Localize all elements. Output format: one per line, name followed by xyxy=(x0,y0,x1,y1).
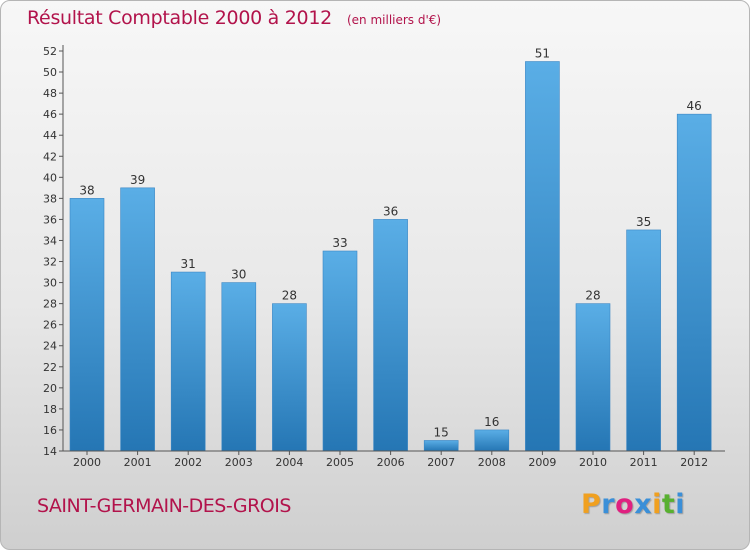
chart-title: Résultat Comptable 2000 à 2012 xyxy=(27,7,332,29)
x-tick-label-2009: 2009 xyxy=(528,456,556,469)
bar-2007 xyxy=(423,440,459,452)
y-tick-label-20: 20 xyxy=(43,382,57,395)
y-tick-label-50: 50 xyxy=(43,66,57,79)
y-tick-label-38: 38 xyxy=(43,192,57,205)
data-label-2011: 35 xyxy=(636,215,651,229)
bars-layer: 38 39 31 30 28 33 36 15 16 51 28 35 46 xyxy=(69,47,712,452)
data-label-2001: 39 xyxy=(130,173,145,187)
y-tick-label-44: 44 xyxy=(43,129,57,142)
y-tick-label-22: 22 xyxy=(43,361,57,374)
x-tick-label-2011: 2011 xyxy=(630,456,658,469)
x-tick-label-2012: 2012 xyxy=(680,456,708,469)
logo-letter: r xyxy=(601,489,616,520)
x-tick-label-2001: 2001 xyxy=(124,456,152,469)
data-label-2007: 15 xyxy=(434,425,449,439)
bar-2002 xyxy=(170,271,206,452)
y-tick-label-26: 26 xyxy=(43,319,57,332)
y-tick-label-36: 36 xyxy=(43,213,57,226)
x-tick-label-2000: 2000 xyxy=(73,456,101,469)
data-label-2010: 28 xyxy=(585,289,600,303)
bar-2010 xyxy=(575,303,611,452)
bar-2003 xyxy=(221,282,257,452)
y-tick-label-40: 40 xyxy=(43,171,57,184)
data-label-2002: 31 xyxy=(181,257,196,271)
bar-2008 xyxy=(474,429,510,452)
y-tick-label-34: 34 xyxy=(43,234,57,247)
data-label-2012: 46 xyxy=(687,99,702,113)
data-label-2008: 16 xyxy=(484,415,499,429)
x-tick-label-2010: 2010 xyxy=(579,456,607,469)
data-label-2009: 51 xyxy=(535,47,550,61)
bar-2001 xyxy=(120,187,155,452)
x-tick-label-2005: 2005 xyxy=(326,456,354,469)
logo-letter: x xyxy=(634,489,653,520)
y-tick-label-14: 14 xyxy=(43,445,57,458)
logo-letter: i xyxy=(652,489,662,520)
logo-letter: P xyxy=(581,489,602,520)
bar-2012 xyxy=(676,113,712,452)
y-tick-label-52: 52 xyxy=(43,45,57,58)
x-tick-label-2006: 2006 xyxy=(377,456,405,469)
data-label-2005: 33 xyxy=(332,236,347,250)
bar-2011 xyxy=(626,229,661,452)
y-tick-label-46: 46 xyxy=(43,108,57,121)
y-tick-label-28: 28 xyxy=(43,298,57,311)
axis-layer: 2000 2001 2002 2003 2004 2005 2006 2007 2008 2009… xyxy=(43,45,725,469)
data-label-2000: 38 xyxy=(79,183,94,197)
logo-letter: i xyxy=(675,489,686,520)
title-row: Résultat Comptable 2000 à 2012 (en milli… xyxy=(27,7,441,29)
data-label-2004: 28 xyxy=(282,289,297,303)
x-tick-label-2008: 2008 xyxy=(478,456,506,469)
proxiti-logo: Proxiti xyxy=(581,489,685,520)
y-tick-label-42: 42 xyxy=(43,150,57,163)
logo-letter: o xyxy=(615,489,635,520)
y-tick-label-32: 32 xyxy=(43,256,57,269)
data-label-2006: 36 xyxy=(383,204,398,218)
x-tick-label-2002: 2002 xyxy=(174,456,202,469)
data-label-2003: 30 xyxy=(231,268,246,282)
y-tick-label-24: 24 xyxy=(43,340,57,353)
chart-subtitle: (en milliers d'€) xyxy=(346,13,442,27)
commune-name: SAINT-GERMAIN-DES-GROIS xyxy=(37,495,291,517)
bar-2005 xyxy=(322,250,358,452)
x-tick-label-2004: 2004 xyxy=(275,456,303,469)
x-tick-label-2007: 2007 xyxy=(427,456,455,469)
y-tick-label-16: 16 xyxy=(43,424,57,437)
bar-2004 xyxy=(272,303,307,452)
y-tick-label-48: 48 xyxy=(43,87,57,100)
y-tick-label-18: 18 xyxy=(43,403,57,416)
y-tick-label-30: 30 xyxy=(43,277,57,290)
bar-2009 xyxy=(525,61,560,452)
bar-2006 xyxy=(373,219,408,452)
bar-2000 xyxy=(69,198,105,452)
logo-letter: t xyxy=(661,489,676,520)
x-tick-label-2003: 2003 xyxy=(225,456,253,469)
